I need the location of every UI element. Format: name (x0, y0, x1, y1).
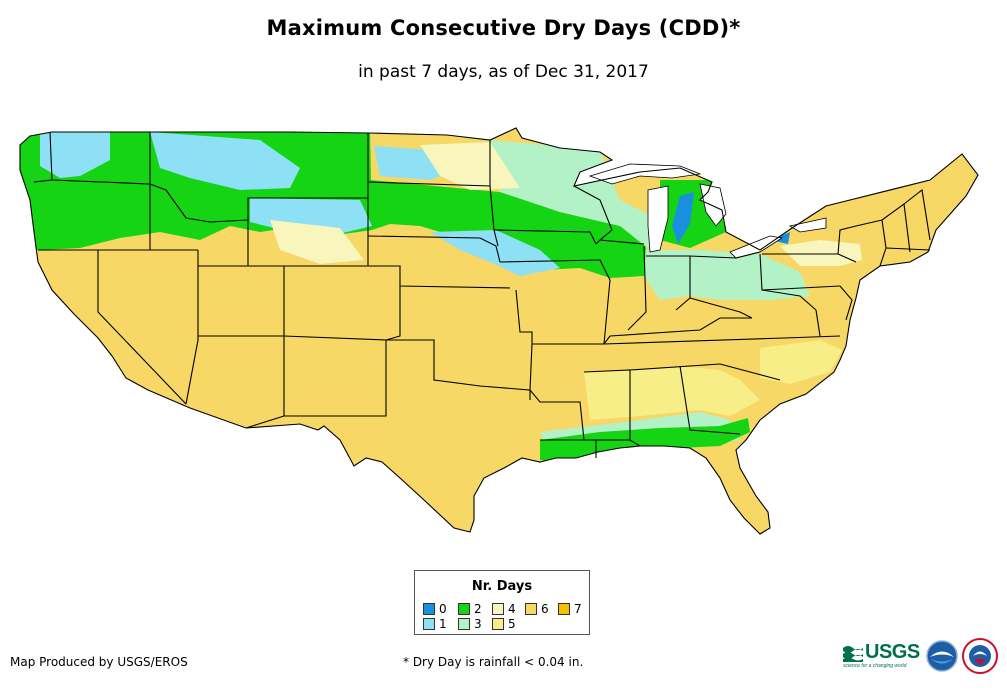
lake-erie (729, 235, 784, 259)
nws-weather-icon (962, 638, 998, 674)
region-5-days-carolinas (760, 340, 842, 384)
map-title: Maximum Consecutive Dry Days (CDD)* (266, 16, 741, 40)
region-1-day-montana (150, 132, 300, 190)
region-2-days-gulf-coast (540, 418, 750, 462)
legend-swatch-3 (458, 618, 470, 630)
usgs-wordmark: USGS (865, 641, 920, 663)
map-subtitle: in past 7 days, as of Dec 31, 2017 (358, 62, 649, 82)
lake-ontario (788, 217, 827, 233)
legend-label-0: 0 (439, 602, 447, 616)
legend-label-7: 7 (574, 602, 582, 616)
legend-swatch-1 (423, 618, 435, 630)
state-borders (19, 127, 979, 535)
noaa-seagull-icon (926, 640, 958, 672)
region-4-days-wyoming (270, 220, 364, 264)
region-3-days-upper-midwest (490, 140, 660, 250)
legend-label-6: 6 (541, 602, 549, 616)
legend-label-1: 1 (439, 617, 447, 631)
legend-swatch-5 (492, 618, 504, 630)
legend-label-5: 5 (508, 617, 516, 631)
legend-label-3: 3 (474, 617, 482, 631)
lake-huron (699, 183, 727, 227)
region-1-day-nebraska (430, 230, 560, 276)
legend-swatch-0 (423, 603, 435, 615)
cdd-shading (20, 128, 978, 534)
region-1-day-washington (40, 132, 110, 178)
legend-swatch-6 (525, 603, 537, 615)
usgs-tagline: science for a changing world (843, 663, 907, 669)
legend-label-4: 4 (508, 602, 516, 616)
legend: Nr. Days 0 1 2 3 4 5 6 7 (414, 570, 590, 635)
great-lakes (588, 163, 827, 259)
legend-swatch-2 (458, 603, 470, 615)
legend-label-2: 2 (474, 602, 482, 616)
lake-michigan (647, 185, 669, 253)
legend-swatch-7 (558, 603, 570, 615)
region-5-days-southeast (584, 366, 760, 420)
legend-title: Nr. Days (471, 579, 533, 594)
region-2-days-plains (370, 180, 646, 278)
usgs-logo: USGS science for a changing world (843, 641, 923, 671)
region-4-days-new-england (780, 240, 862, 266)
region-3-days-ohio-valley (644, 250, 810, 300)
credit-text: Map Produced by USGS/EROS (10, 655, 188, 669)
usgs-wave-icon (843, 646, 863, 662)
footnote-text: * Dry Day is rainfall < 0.04 in. (403, 655, 584, 669)
legend-swatch-4 (492, 603, 504, 615)
region-4-days-dakotas (420, 142, 520, 190)
region-0-days-michigan (672, 192, 694, 244)
